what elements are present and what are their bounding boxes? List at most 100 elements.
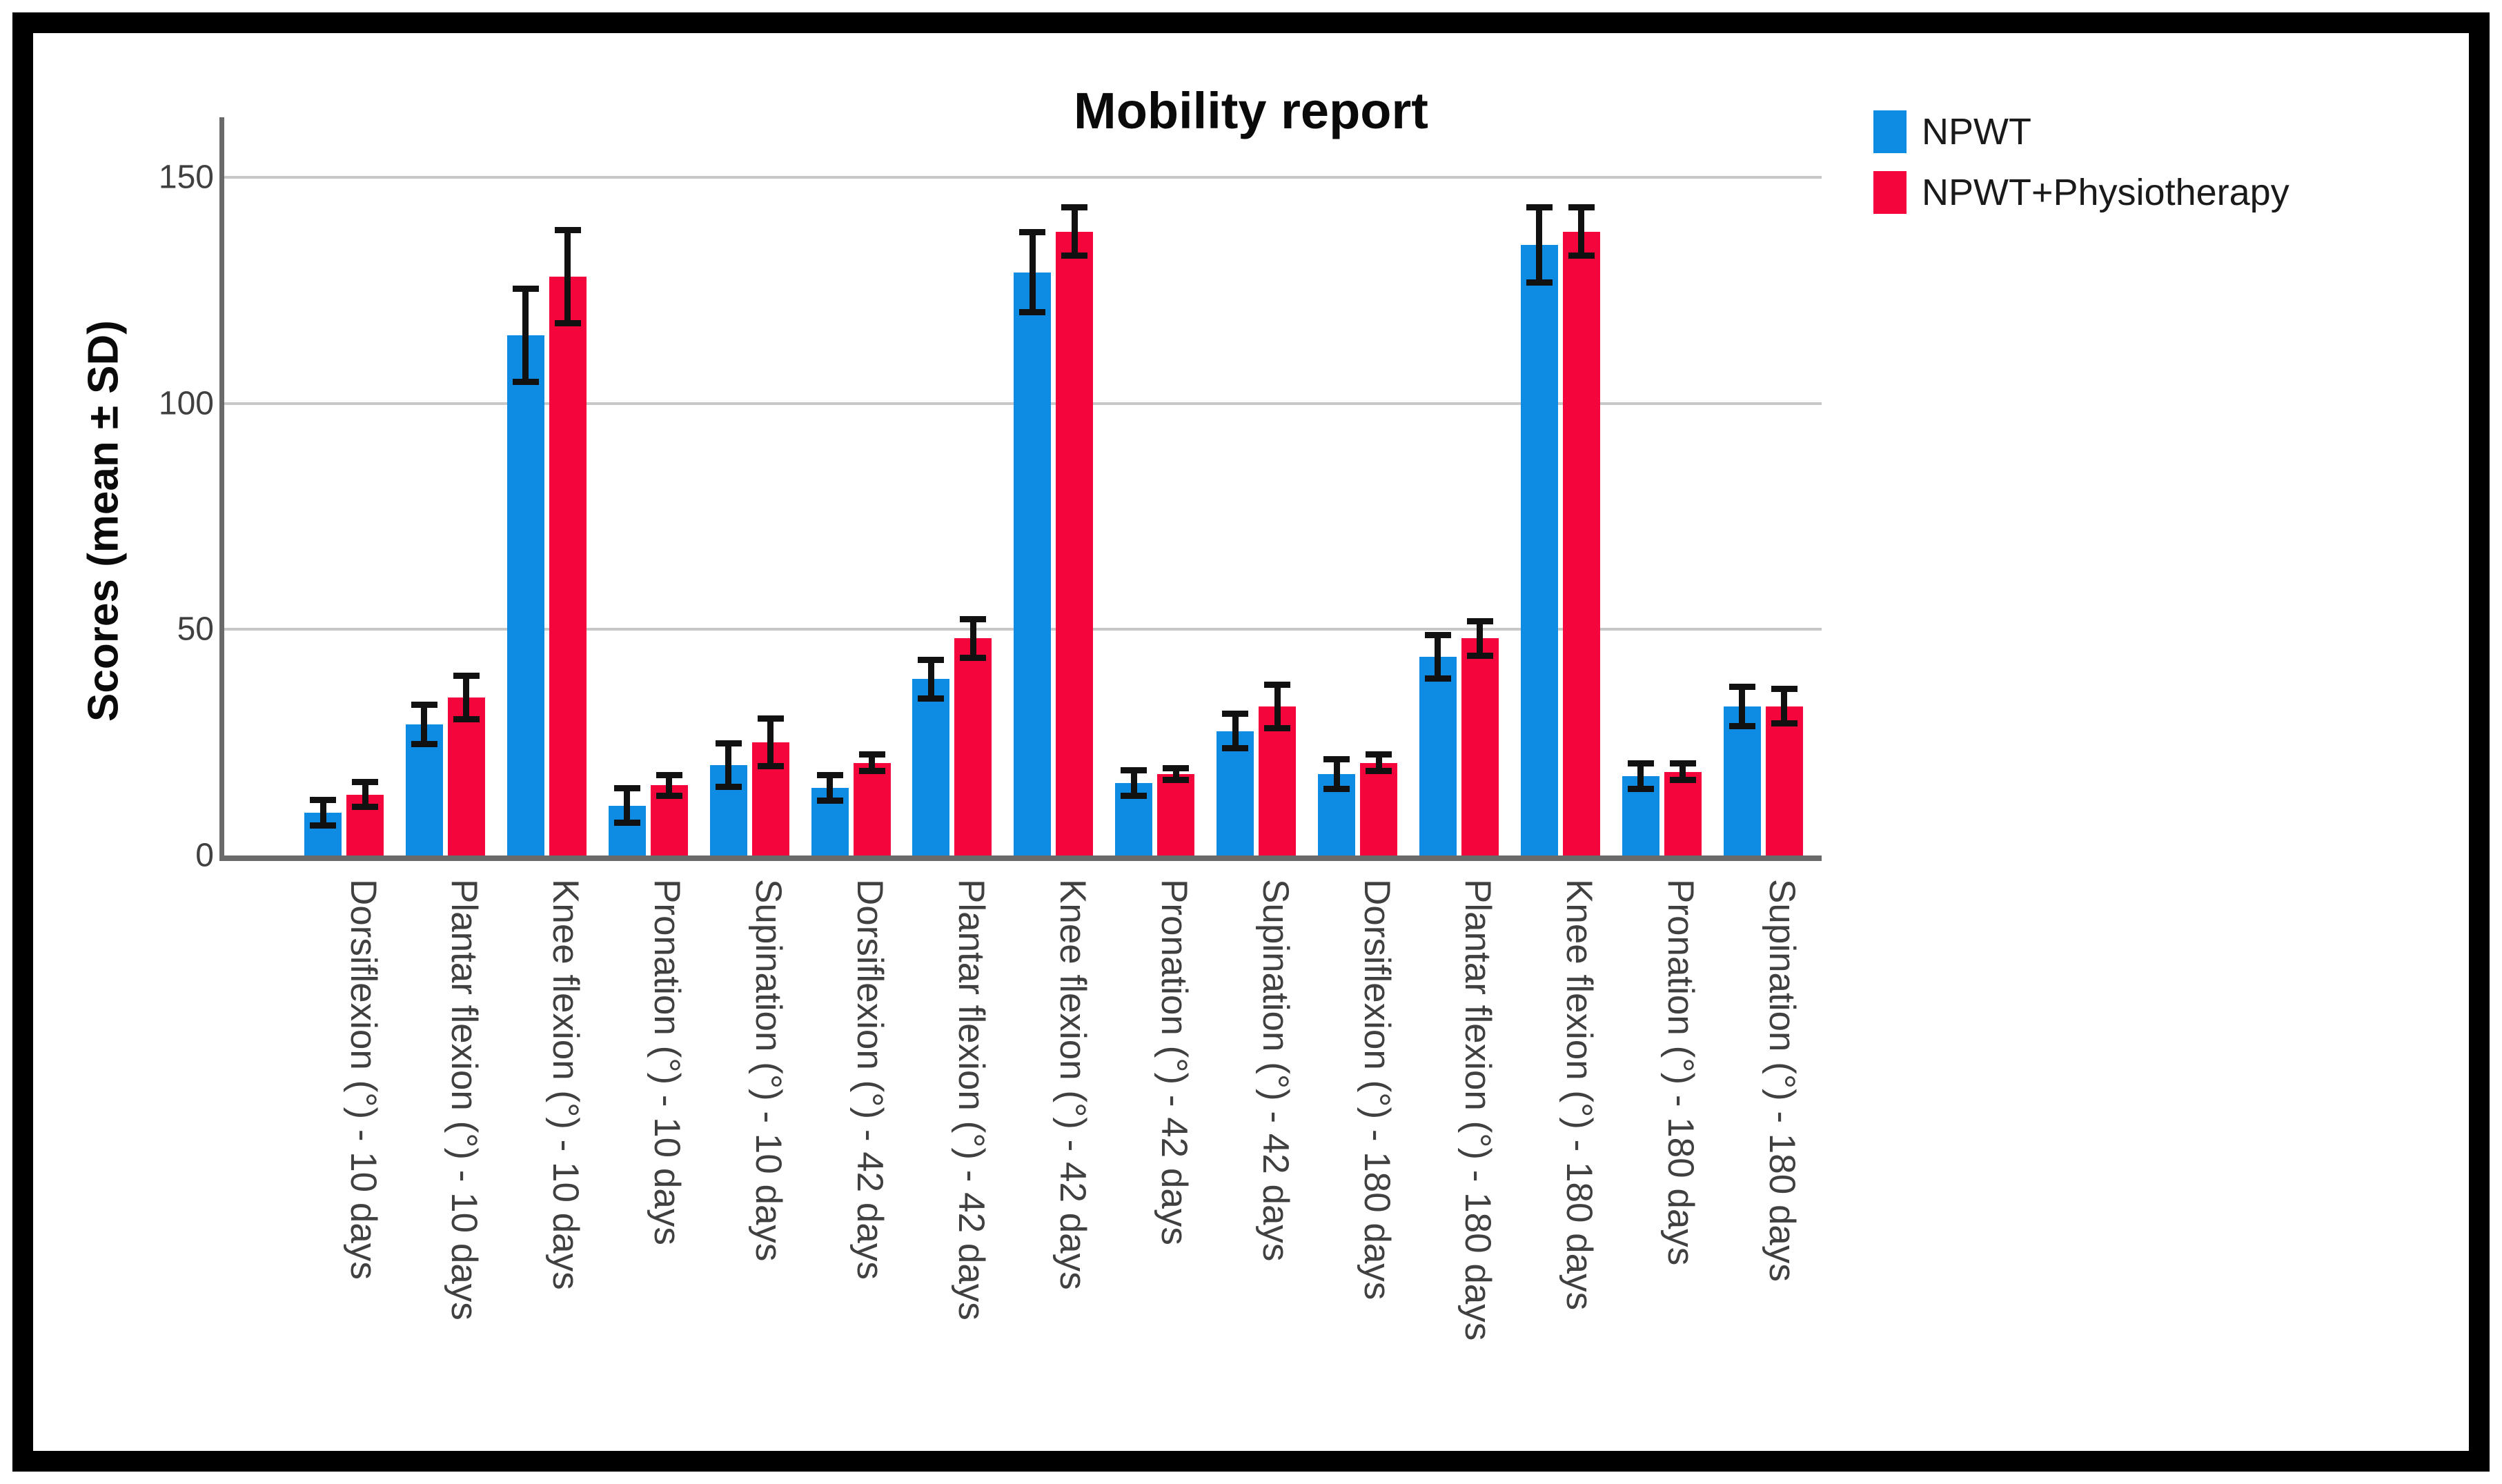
error-bar-part xyxy=(1728,722,1755,729)
error-bar-npwt-physio-15 xyxy=(1771,686,1797,727)
x-tick-label-2: Plantar flexion (°) - 10 days xyxy=(444,879,485,1320)
bar-npwt-physio-12 xyxy=(1461,638,1499,855)
x-tick-label-10: Supination (°) - 42 days xyxy=(1254,879,1296,1262)
error-bar-npwt-2 xyxy=(411,702,437,747)
error-bar-part xyxy=(1019,229,1046,236)
x-tick-label-1: Dorsiflexion (°) - 10 days xyxy=(342,879,384,1280)
bar-npwt-3 xyxy=(506,335,544,855)
error-bar-part xyxy=(1264,724,1291,731)
error-bar-part xyxy=(310,822,336,829)
error-bar-part xyxy=(1222,745,1249,752)
error-bar-part xyxy=(512,286,539,293)
error-bar-npwt-6 xyxy=(816,771,843,804)
error-bar-part xyxy=(1061,204,1088,211)
y-tick-label-100: 100 xyxy=(158,385,214,422)
error-bar-npwt-physio-7 xyxy=(960,615,987,662)
error-bar-part xyxy=(362,778,368,811)
error-bar-part xyxy=(319,796,326,829)
error-bar-part xyxy=(613,785,640,792)
bar-npwt-physio-13 xyxy=(1562,231,1600,855)
error-bar-part xyxy=(1232,711,1239,752)
bar-npwt-physio-7 xyxy=(954,638,992,855)
error-bar-npwt-physio-14 xyxy=(1669,760,1696,784)
error-bar-part xyxy=(1477,617,1484,659)
bar-npwt-physio-3 xyxy=(549,277,587,855)
x-tick-label-3: Knee flexion (°) - 10 days xyxy=(545,879,587,1290)
error-bar-part xyxy=(1029,229,1036,315)
gridline-150 xyxy=(219,176,1822,179)
bar-npwt-10 xyxy=(1216,731,1254,855)
legend-label-npwt-physiotherapy: NPWT+Physiotherapy xyxy=(1922,172,2289,213)
legend-swatch-npwt-physiotherapy xyxy=(1873,171,1907,214)
error-bar-part xyxy=(1771,686,1797,693)
error-bar-part xyxy=(715,783,742,790)
error-bar-npwt-physio-4 xyxy=(656,771,682,800)
error-bar-part xyxy=(453,672,480,679)
error-bar-part xyxy=(352,778,378,785)
bar-npwt-physio-8 xyxy=(1056,231,1094,855)
error-bar-part xyxy=(666,771,673,800)
error-bar-part xyxy=(1121,767,1147,774)
error-bar-npwt-physio-13 xyxy=(1568,204,1595,259)
error-bar-npwt-15 xyxy=(1728,683,1755,729)
error-bar-part xyxy=(1637,760,1644,793)
error-bar-part xyxy=(1274,681,1281,731)
x-tick-label-9: Pronation (°) - 42 days xyxy=(1153,879,1194,1245)
error-bar-part xyxy=(869,751,875,775)
error-bar-part xyxy=(1323,755,1350,762)
bar-npwt-12 xyxy=(1419,656,1457,855)
error-bar-npwt-11 xyxy=(1323,755,1350,793)
error-bar-part xyxy=(927,656,934,702)
x-tick-label-14: Pronation (°) - 180 days xyxy=(1660,879,1702,1266)
error-bar-part xyxy=(757,763,784,770)
error-bar-part xyxy=(1526,279,1553,286)
error-bar-npwt-physio-8 xyxy=(1061,204,1088,259)
error-bar-part xyxy=(1424,631,1451,638)
error-bar-part xyxy=(1163,777,1190,784)
error-bar-part xyxy=(960,655,987,662)
error-bar-part xyxy=(757,715,784,722)
error-bar-part xyxy=(715,740,742,746)
x-axis-line xyxy=(219,855,1822,861)
error-bar-part xyxy=(725,740,732,790)
error-bar-part xyxy=(411,740,437,747)
error-bar-part xyxy=(1781,686,1788,727)
error-bar-part xyxy=(858,751,885,758)
error-bar-part xyxy=(858,768,885,775)
error-bar-npwt-9 xyxy=(1121,767,1147,800)
bar-npwt-8 xyxy=(1014,272,1052,855)
error-bar-npwt-1 xyxy=(310,796,336,829)
y-axis-line xyxy=(219,117,224,861)
x-tick-label-4: Pronation (°) - 10 days xyxy=(647,879,688,1245)
x-tick-label-15: Supination (°) - 180 days xyxy=(1762,879,1803,1282)
error-bar-part xyxy=(1739,683,1746,729)
error-bar-part xyxy=(1627,786,1654,793)
error-bar-part xyxy=(522,286,529,386)
bar-npwt-15 xyxy=(1723,706,1761,855)
error-bar-part xyxy=(656,771,682,778)
x-tick-label-6: Dorsiflexion (°) - 42 days xyxy=(849,879,890,1280)
error-bar-part xyxy=(1680,760,1686,784)
error-bar-part xyxy=(1163,764,1190,771)
error-bar-part xyxy=(1466,617,1493,624)
legend-label-npwt: NPWT xyxy=(1922,111,2031,152)
error-bar-part xyxy=(1130,767,1137,800)
error-bar-part xyxy=(1771,720,1797,727)
error-bar-part xyxy=(816,797,843,804)
error-bar-part xyxy=(827,771,833,804)
bar-npwt-physio-6 xyxy=(853,762,891,855)
error-bar-part xyxy=(1669,777,1696,784)
error-bar-part xyxy=(1375,751,1382,775)
bar-npwt-physio-10 xyxy=(1259,706,1297,855)
error-bar-npwt-physio-11 xyxy=(1366,751,1392,775)
error-bar-npwt-physio-3 xyxy=(554,227,581,327)
error-bar-part xyxy=(1366,768,1392,775)
y-tick-label-150: 150 xyxy=(158,159,214,196)
error-bar-part xyxy=(352,804,378,811)
error-bar-part xyxy=(1424,675,1451,682)
error-bar-part xyxy=(816,771,843,778)
error-bar-part xyxy=(512,379,539,386)
error-bar-part xyxy=(1222,711,1249,718)
error-bar-part xyxy=(1019,308,1046,315)
